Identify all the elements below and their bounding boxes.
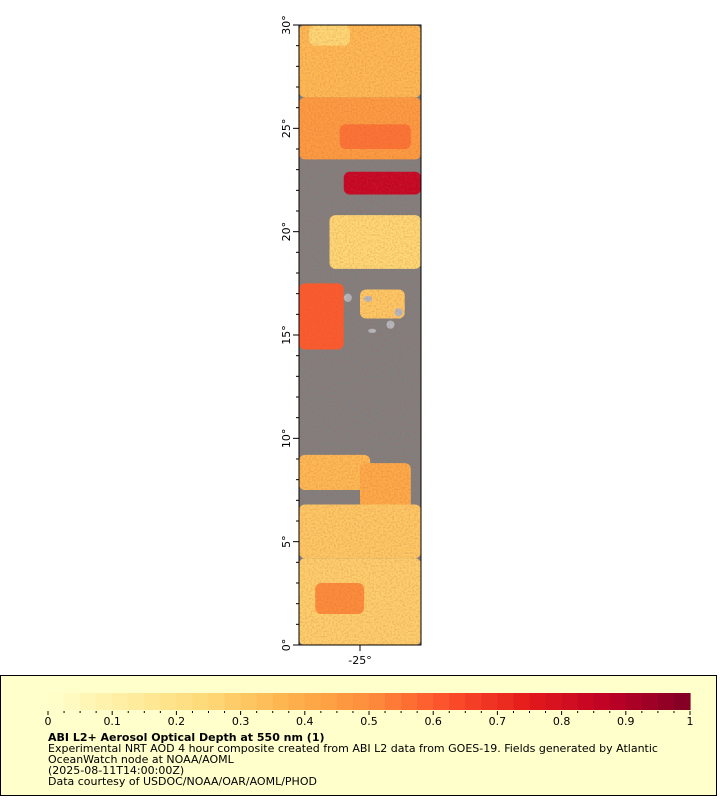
colorbar-swatch: [593, 693, 611, 710]
colorbar-ticks: 0 0.1 0.2 0.3 0.4 0.5 0.6 0.7 0.8 0.9 1: [45, 711, 694, 728]
aod-texture: [299, 25, 421, 645]
lat-tick-label: 0°: [280, 639, 293, 652]
colorbar-swatch: [80, 693, 97, 710]
colorbar-swatch: [64, 693, 81, 710]
caption-timestamp: (2025-08-11T14:00:00Z): [48, 764, 185, 777]
colorbar-swatch: [657, 693, 675, 710]
colorbar-swatch: [272, 693, 290, 710]
longitude-axis: -25°: [348, 645, 372, 667]
colorbar-swatch: [385, 693, 402, 710]
colorbar-swatch: [433, 693, 450, 710]
lat-tick-label: 10°: [280, 429, 293, 449]
colorbar-swatch: [545, 693, 563, 710]
caption-credit: Data courtesy of USDOC/NOAA/OAR/AOML/PHO…: [48, 775, 317, 788]
colorbar-swatch: [144, 693, 161, 710]
lat-tick-label: 20°: [280, 222, 293, 242]
colorbar-swatch: [304, 693, 322, 710]
latitude-axis: 0° 5° 10° 15° 20° 25° 30°: [280, 15, 299, 651]
colorbar-swatch: [240, 693, 258, 710]
lat-tick-label: 30°: [280, 15, 293, 35]
colorbar-tick-label: 0.1: [103, 715, 121, 728]
legend-panel: 0 0.1 0.2 0.3 0.4 0.5 0.6 0.7 0.8 0.9 1 ABI L2+ Ae…: [0, 675, 717, 796]
colorbar-swatch: [208, 693, 226, 710]
colorbar-swatch: [96, 693, 113, 710]
colorbar-tick-label: 0.4: [296, 715, 314, 728]
colorbar-tick-label: 0: [45, 715, 52, 728]
colorbar-swatch: [176, 693, 194, 710]
colorbar-swatch: [561, 693, 579, 710]
colorbar-swatch: [128, 693, 145, 710]
colorbar-swatch: [497, 693, 515, 710]
colorbar-swatch: [192, 693, 210, 710]
lat-tick-label: 15°: [280, 325, 293, 345]
colorbar-tick-label: 0.8: [553, 715, 571, 728]
lat-tick-label: 25°: [280, 119, 293, 139]
colorbar-tick-label: 0.2: [168, 715, 186, 728]
colorbar-swatch: [673, 693, 691, 710]
colorbar-tick-label: 1: [687, 715, 694, 728]
colorbar-swatch: [112, 693, 129, 710]
aod-map-plot: [299, 25, 421, 645]
colorbar-swatch: [609, 693, 627, 710]
colorbar-swatch: [224, 693, 242, 710]
colorbar-swatch: [336, 693, 354, 710]
colorbar-swatch: [529, 693, 547, 710]
colorbar-swatch: [369, 693, 386, 710]
colorbar-swatch: [577, 693, 595, 710]
colorbar-tick-label: 0.6: [424, 715, 442, 728]
caption-title: ABI L2+ Aerosol Optical Depth at 550 nm …: [48, 731, 325, 744]
colorbar-swatch: [625, 693, 643, 710]
lon-tick-label: -25°: [348, 654, 371, 667]
colorbar-swatch: [449, 693, 466, 710]
colorbar-tick-label: 0.5: [360, 715, 378, 728]
colorbar-swatch: [513, 693, 531, 710]
colorbar-swatch: [160, 693, 177, 710]
colorbar-tick-label: 0.9: [617, 715, 635, 728]
aod-colorbar: 0 0.1 0.2 0.3 0.4 0.5 0.6 0.7 0.8 0.9 1: [45, 693, 694, 728]
colorbar-swatch: [48, 693, 65, 710]
colorbar-swatch: [256, 693, 274, 710]
colorbar-swatch: [417, 693, 434, 710]
caption-description: Experimental NRT AOD 4 hour composite cr…: [48, 742, 658, 766]
colorbar-swatch: [401, 693, 418, 710]
colorbar-tick-label: 0.7: [489, 715, 507, 728]
colorbar-swatch: [465, 693, 482, 710]
colorbar-swatches: [48, 693, 691, 710]
colorbar-swatch: [320, 693, 338, 710]
lat-tick-label: 5°: [280, 535, 293, 548]
colorbar-swatch: [352, 693, 370, 710]
colorbar-swatch: [288, 693, 306, 710]
map-figure: 0° 5° 10° 15° 20° 25° 30° -25°: [280, 15, 422, 667]
colorbar-tick-label: 0.3: [232, 715, 250, 728]
colorbar-swatch: [641, 693, 659, 710]
colorbar-swatch: [481, 693, 498, 710]
caption: ABI L2+ Aerosol Optical Depth at 550 nm …: [48, 732, 713, 787]
